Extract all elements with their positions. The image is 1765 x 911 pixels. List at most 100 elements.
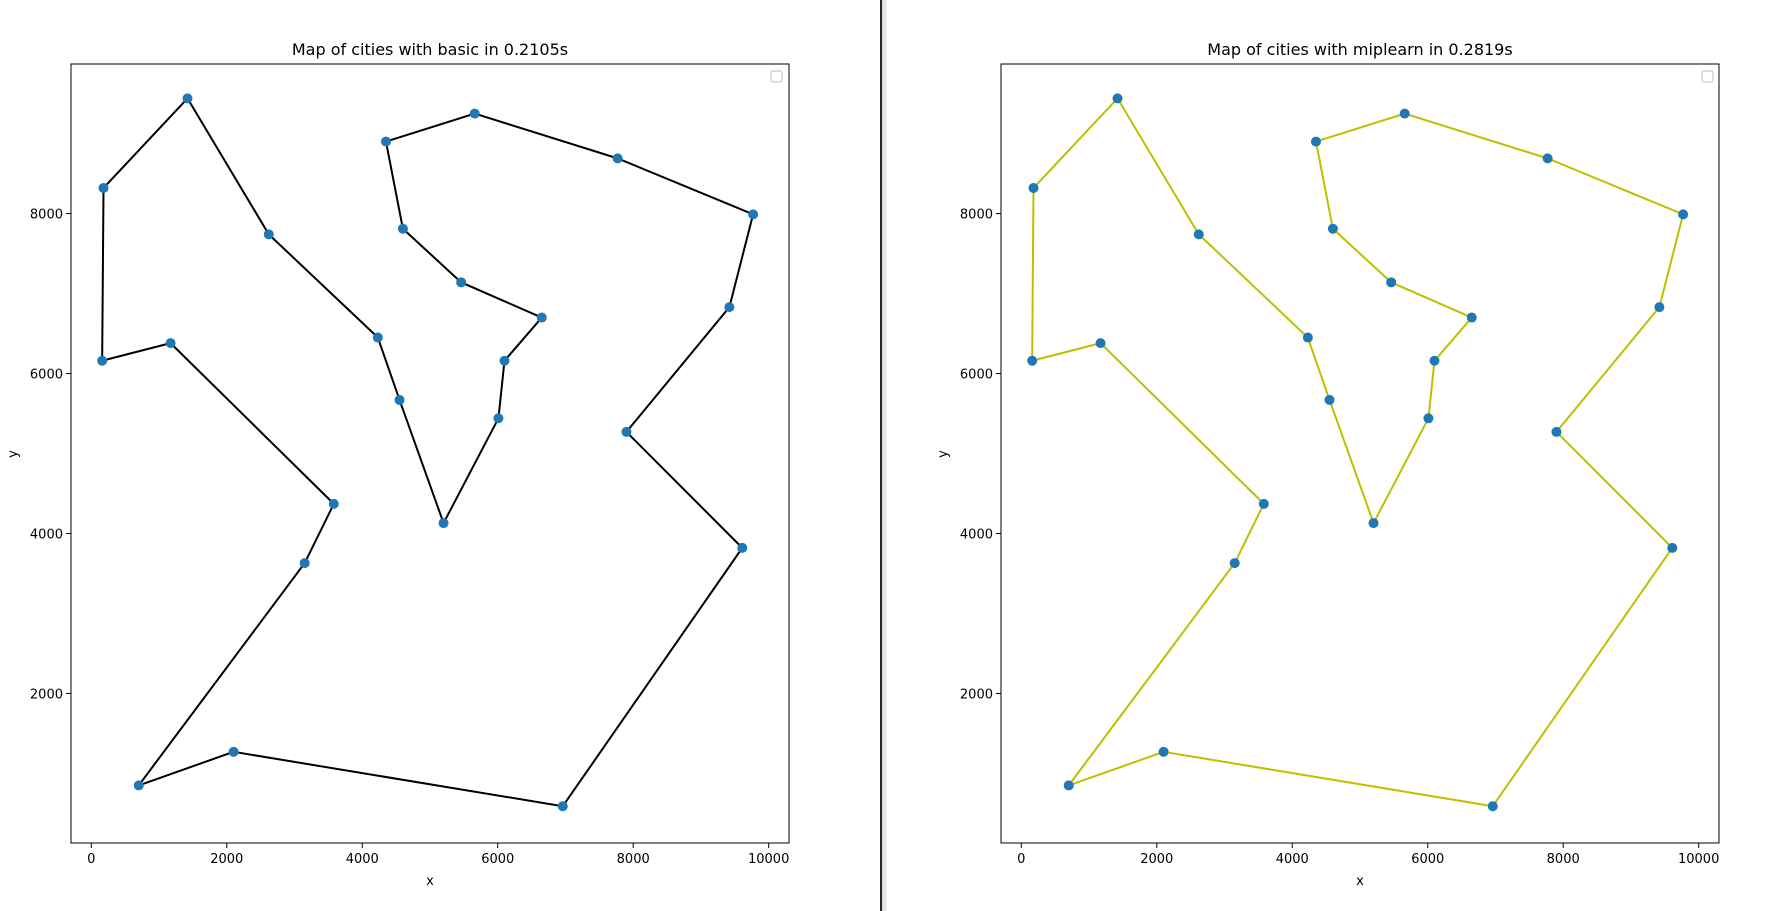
x-tick-label: 8000 bbox=[617, 852, 650, 867]
route-segment bbox=[1372, 417, 1430, 525]
city-point bbox=[1027, 355, 1038, 366]
route-segment bbox=[1233, 502, 1265, 565]
city-point bbox=[182, 93, 193, 104]
route-layer bbox=[1031, 97, 1685, 808]
city-point bbox=[1229, 558, 1240, 569]
route-segment bbox=[1197, 233, 1309, 339]
route-segment bbox=[1658, 213, 1685, 309]
route-segment bbox=[1162, 750, 1494, 808]
route-segment bbox=[1306, 336, 1331, 401]
x-tick-label: 10000 bbox=[1678, 852, 1719, 867]
x-tick-label: 0 bbox=[1017, 852, 1025, 867]
route-segment bbox=[616, 157, 755, 216]
city-point bbox=[1327, 223, 1338, 234]
route-segment bbox=[102, 97, 189, 189]
city-point bbox=[1368, 518, 1379, 529]
city-point bbox=[1542, 153, 1553, 164]
city-point bbox=[372, 332, 383, 343]
city-point bbox=[1095, 338, 1106, 349]
chart-title: Map of cities with miplearn in 0.2819s bbox=[1207, 40, 1512, 59]
route-segment bbox=[267, 233, 379, 339]
route-segment bbox=[186, 97, 270, 236]
route-segment bbox=[473, 112, 619, 160]
city-point bbox=[1302, 332, 1313, 343]
route-segment bbox=[1067, 562, 1236, 787]
route-segment bbox=[376, 336, 401, 401]
route-segment bbox=[232, 750, 564, 808]
route-segment bbox=[625, 306, 731, 433]
city-point bbox=[1423, 413, 1434, 424]
y-tick-label: 2000 bbox=[30, 687, 63, 702]
city-point bbox=[1654, 302, 1665, 313]
route-segment bbox=[398, 398, 445, 525]
city-point bbox=[612, 153, 623, 164]
legend-box bbox=[770, 70, 783, 83]
city-layer bbox=[97, 93, 759, 812]
x-tick-label: 4000 bbox=[346, 852, 379, 867]
city-point bbox=[469, 108, 480, 119]
y-axis: 2000 4000 6000 8000 bbox=[960, 208, 1001, 702]
city-point bbox=[724, 302, 735, 313]
route-segment bbox=[137, 562, 306, 787]
route-segment bbox=[384, 112, 476, 143]
route-segment bbox=[460, 281, 543, 319]
city-point bbox=[737, 542, 748, 553]
route-segment bbox=[1546, 157, 1685, 216]
y-axis: 2000 4000 6000 8000 bbox=[30, 208, 71, 702]
y-tick-label: 4000 bbox=[960, 527, 993, 542]
city-point bbox=[1258, 498, 1269, 509]
city-point bbox=[1429, 355, 1440, 366]
city-point bbox=[328, 498, 339, 509]
legend-box bbox=[1701, 70, 1714, 83]
route-segment bbox=[1491, 546, 1674, 808]
x-tick-label: 2000 bbox=[210, 852, 243, 867]
route-segment bbox=[1403, 112, 1549, 160]
chart-panel-basic: Map of cities with basic in 0.2105s 0 200… bbox=[0, 0, 880, 911]
route-segment bbox=[1099, 342, 1265, 505]
city-point bbox=[299, 558, 310, 569]
route-segment bbox=[101, 186, 105, 362]
y-axis-label: y bbox=[6, 450, 21, 458]
city-point bbox=[98, 182, 109, 193]
city-point bbox=[557, 801, 568, 812]
y-tick-label: 6000 bbox=[960, 368, 993, 383]
city-point bbox=[133, 780, 144, 791]
route-segment bbox=[1314, 112, 1406, 143]
plot-area bbox=[70, 63, 790, 844]
city-point bbox=[1466, 312, 1477, 323]
city-point bbox=[456, 277, 467, 288]
route-segment bbox=[1390, 281, 1473, 319]
city-point bbox=[1063, 780, 1074, 791]
city-point bbox=[499, 355, 510, 366]
y-tick-label: 8000 bbox=[960, 208, 993, 223]
x-tick-label: 8000 bbox=[1547, 852, 1580, 867]
chart-panel-miplearn: Map of cities with miplearn in 0.2819s 0… bbox=[887, 0, 1765, 911]
route-segment bbox=[728, 213, 755, 309]
city-point bbox=[1487, 801, 1498, 812]
y-axis-label: y bbox=[936, 450, 951, 458]
city-point bbox=[1399, 108, 1410, 119]
route-segment bbox=[401, 227, 463, 284]
route-segment bbox=[303, 502, 335, 565]
route-segment bbox=[1433, 316, 1473, 362]
route-layer bbox=[101, 97, 755, 808]
city-point bbox=[621, 426, 632, 437]
city-point bbox=[1112, 93, 1123, 104]
city-point bbox=[394, 394, 405, 405]
route-segment bbox=[1116, 97, 1200, 236]
tsp-route-chart-miplearn: Map of cities with miplearn in 0.2819s 0… bbox=[936, 40, 1720, 889]
route-segment bbox=[1031, 342, 1102, 362]
route-segment bbox=[1555, 430, 1674, 549]
y-tick-label: 6000 bbox=[30, 368, 63, 383]
city-point bbox=[438, 518, 449, 529]
city-point bbox=[493, 413, 504, 424]
city-point bbox=[1193, 229, 1204, 240]
x-tick-label: 4000 bbox=[1276, 852, 1309, 867]
window-divider[interactable] bbox=[880, 0, 887, 911]
route-segment bbox=[1328, 398, 1375, 525]
route-segment bbox=[384, 140, 404, 230]
route-segment bbox=[1427, 359, 1436, 420]
route-segment bbox=[625, 430, 744, 549]
city-point bbox=[97, 355, 108, 366]
route-segment bbox=[1032, 97, 1119, 189]
